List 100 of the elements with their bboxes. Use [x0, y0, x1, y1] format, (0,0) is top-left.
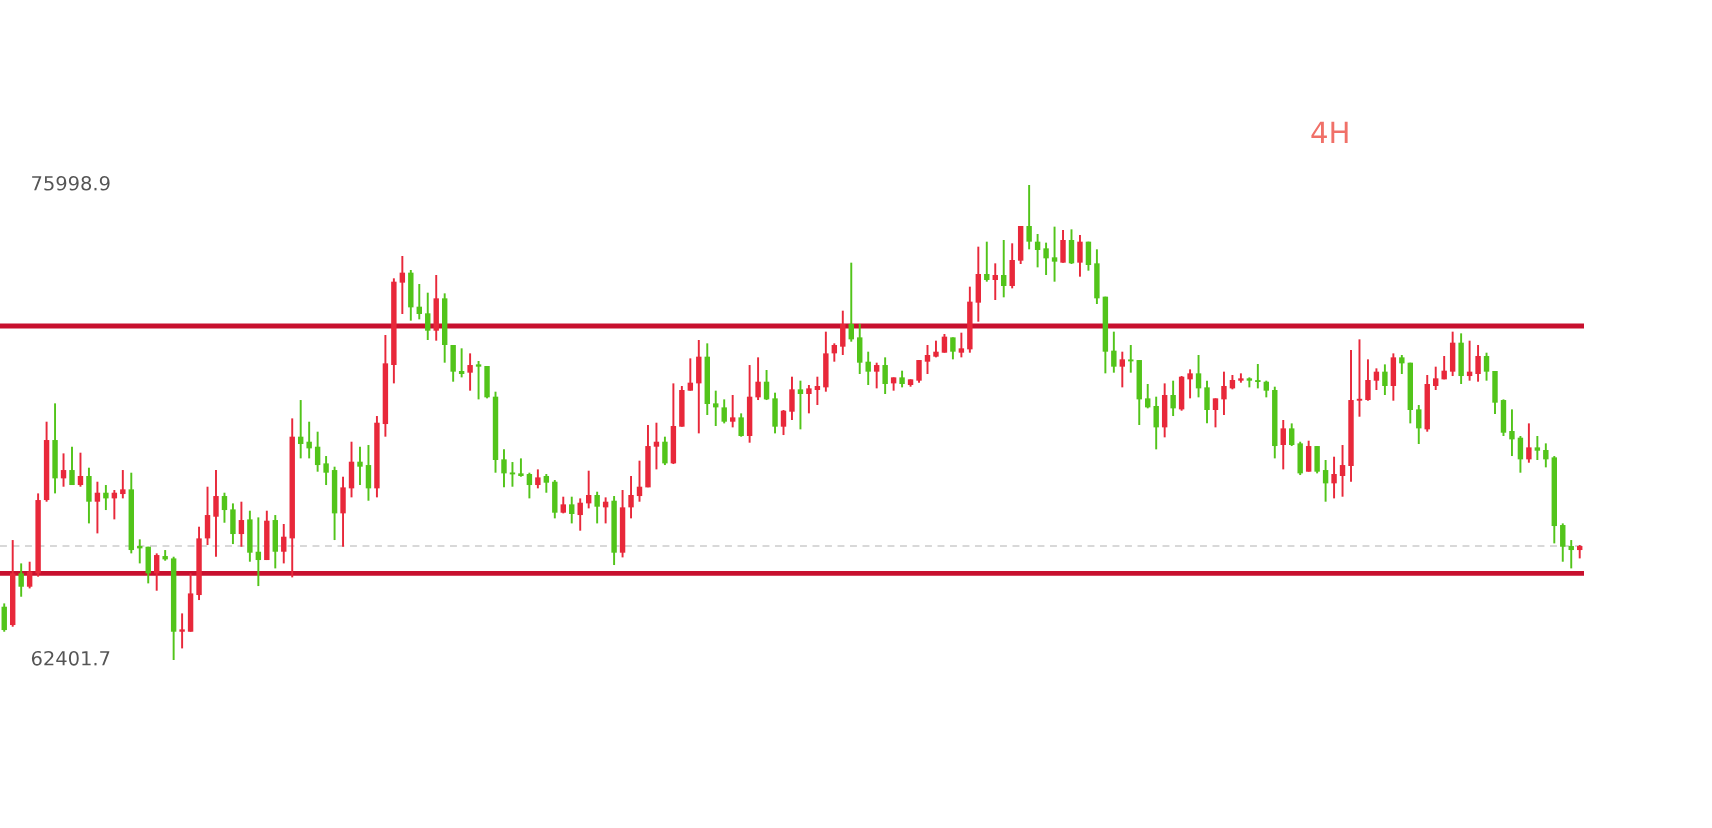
candlestick — [848, 261, 854, 343]
candlestick — [306, 420, 312, 460]
candlestick — [1043, 241, 1049, 276]
candlestick — [518, 457, 524, 478]
candlestick — [1145, 383, 1151, 410]
text: 4H — [1311, 121, 1348, 144]
candlestick — [958, 331, 965, 359]
candlestick — [924, 344, 931, 375]
candlestick — [120, 469, 126, 500]
candlestick — [1051, 225, 1058, 283]
candlestick — [103, 484, 109, 512]
candlestick — [204, 485, 211, 547]
candlestick — [281, 523, 287, 565]
candlestick — [806, 384, 812, 415]
candlestick — [721, 398, 727, 425]
candlestick — [713, 389, 719, 427]
candlestick — [1212, 397, 1219, 429]
candlestick — [1068, 228, 1075, 265]
candlestick — [1, 602, 7, 633]
candlestick — [77, 451, 84, 488]
candlestick — [1416, 404, 1422, 445]
candlestick — [662, 435, 668, 467]
candlestick — [323, 455, 329, 486]
candlestick — [1560, 522, 1566, 563]
candlestick — [1373, 367, 1380, 391]
candlestick — [238, 500, 245, 548]
candlestick — [501, 448, 507, 489]
candlestick — [1204, 379, 1210, 425]
candlestick — [179, 612, 185, 650]
candlestick — [1526, 422, 1532, 464]
candlestick — [992, 262, 998, 301]
candlestick — [475, 360, 482, 401]
candlestick — [1356, 338, 1363, 418]
candlestick — [1433, 365, 1439, 391]
candlestick — [1026, 184, 1032, 251]
candlestick — [653, 421, 660, 471]
candlestick — [950, 336, 956, 361]
candlestick — [789, 375, 795, 421]
candlestick — [526, 471, 533, 500]
y-tick-label: 75998.9 — [32, 175, 110, 191]
candlestick — [1534, 435, 1541, 461]
candlestick — [1331, 455, 1337, 500]
candlestick — [729, 394, 736, 429]
candlestick — [314, 430, 321, 473]
candlestick — [687, 357, 694, 392]
candlestick — [755, 356, 761, 401]
candlestick — [1483, 351, 1490, 382]
candlestick — [1077, 234, 1083, 278]
candlestick — [594, 490, 600, 525]
candlestick — [1322, 459, 1329, 503]
candlestick — [1111, 330, 1117, 374]
candlestick — [1543, 442, 1549, 469]
candlestick — [1060, 229, 1066, 264]
candlestick — [1339, 444, 1346, 498]
candlestick — [458, 347, 465, 379]
candlestick — [26, 560, 33, 590]
candlestick — [535, 468, 541, 490]
candlestick — [94, 480, 101, 535]
candlestick — [18, 562, 24, 598]
candlestick — [1153, 395, 1159, 451]
candlestick — [569, 495, 575, 525]
candlestick — [1517, 435, 1524, 474]
candlestick — [357, 445, 363, 486]
candlestick — [509, 461, 516, 488]
candlestick — [916, 359, 922, 384]
candlestick — [780, 409, 787, 437]
candlestick — [365, 444, 372, 502]
candlestick — [984, 240, 990, 283]
candlestick — [1255, 363, 1261, 390]
candlestick — [1195, 354, 1202, 399]
candlestick — [1568, 539, 1574, 570]
candlestick — [1221, 370, 1227, 416]
candlestick — [1170, 379, 1176, 417]
candlestick — [628, 475, 634, 520]
candlestick — [1509, 408, 1515, 458]
candlestick — [467, 352, 473, 392]
candlestick — [941, 333, 948, 354]
candlestick — [797, 379, 804, 431]
candlestick — [1280, 419, 1286, 471]
candlestick — [1475, 344, 1481, 383]
candlestick — [1382, 363, 1388, 396]
candlestick — [1289, 422, 1295, 448]
candlestick — [213, 469, 219, 558]
candlestick — [1128, 344, 1134, 374]
candlestick — [69, 445, 75, 486]
candlestick — [1399, 354, 1405, 375]
candlestick — [153, 552, 160, 592]
candlestick — [399, 255, 406, 315]
candlestick — [1085, 240, 1092, 272]
candlestick — [840, 309, 846, 356]
y-tick-label: 62401.7 — [31, 650, 110, 666]
candlestick — [814, 375, 821, 406]
candlestick — [425, 291, 431, 341]
candlestick — [1119, 350, 1126, 389]
candlestick — [1187, 368, 1193, 400]
candlestick — [1001, 239, 1007, 299]
candlestick — [882, 356, 888, 395]
candlestick — [577, 497, 583, 532]
candlestick — [865, 350, 871, 386]
candlestick — [873, 361, 880, 390]
